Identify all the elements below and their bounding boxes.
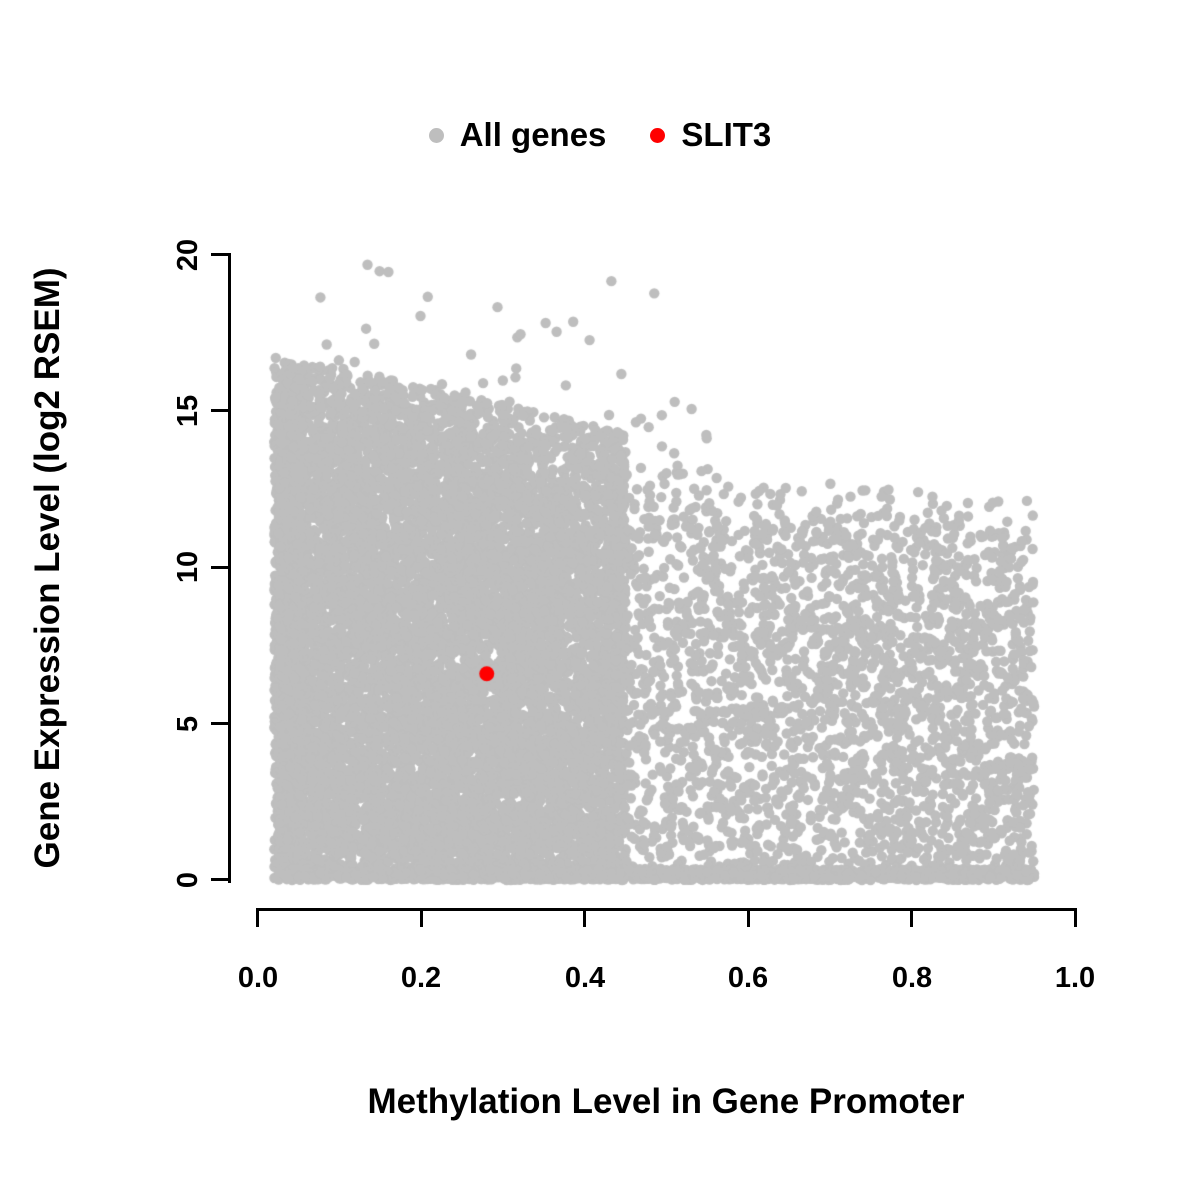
x-axis-title: Methylation Level in Gene Promoter	[367, 1082, 965, 1121]
x-tick-label: 0.6	[727, 962, 769, 994]
x-tick	[583, 908, 586, 927]
y-tick	[211, 409, 230, 412]
x-tick	[1074, 908, 1077, 927]
all-genes-dot-icon	[428, 127, 444, 143]
x-tick	[910, 908, 913, 927]
x-tick	[256, 908, 259, 927]
y-tick-label: 15	[172, 394, 204, 428]
x-tick-label: 0.2	[400, 962, 442, 994]
y-tick	[211, 566, 230, 569]
legend-label-all-genes: All genes	[459, 116, 607, 153]
legend-item-all-genes: All genes	[428, 116, 607, 154]
y-tick	[211, 722, 230, 725]
y-tick-label: 0	[172, 871, 204, 889]
x-tick-label: 0.4	[564, 962, 606, 994]
x-tick-label: 0.8	[891, 962, 933, 994]
slit3-dot-icon	[650, 127, 666, 143]
y-axis-title: Gene Expression Level (log2 RSEM)	[28, 267, 67, 869]
y-tick-label: 10	[172, 550, 204, 584]
y-tick-label: 5	[172, 715, 204, 733]
legend-item-slit3: SLIT3	[650, 116, 771, 154]
x-tick-label: 1.0	[1054, 962, 1096, 994]
x-axis-line	[256, 908, 1077, 911]
x-tick	[420, 908, 423, 927]
x-tick-label: 0.0	[237, 962, 279, 994]
y-tick-label: 20	[172, 238, 204, 272]
x-tick	[747, 908, 750, 927]
y-tick	[211, 878, 230, 881]
legend: All genes SLIT3	[0, 116, 1200, 154]
legend-label-slit3: SLIT3	[681, 116, 772, 153]
y-tick	[211, 253, 230, 256]
